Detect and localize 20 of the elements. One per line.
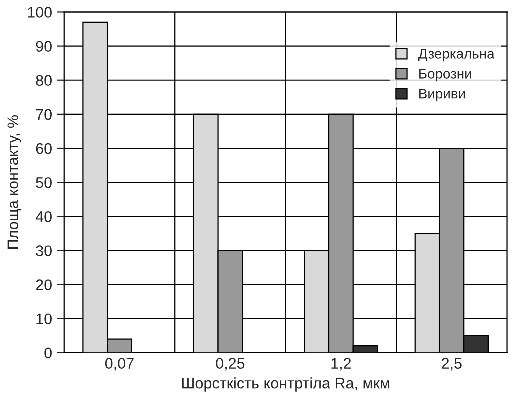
x-tick-label: 0,07 — [105, 358, 134, 371]
x-tick-label: 1,2 — [332, 358, 352, 371]
y-tick-label: 70 — [36, 109, 52, 120]
y-tick-label: 50 — [36, 177, 52, 188]
y-tick-label: 60 — [36, 143, 52, 154]
y-tick-label: 80 — [36, 75, 52, 86]
legend-label: Дзеркальна — [418, 49, 495, 62]
legend-label: Вириви — [420, 89, 466, 102]
legend-label: Борозни — [420, 69, 472, 82]
y-tick-label: 90 — [36, 41, 52, 52]
y-tick-label: 30 — [36, 246, 52, 256]
y-tick-label: 100 — [28, 7, 52, 18]
y-tick-label: 20 — [36, 280, 52, 290]
x-tick-label: 0,25 — [216, 358, 245, 371]
y-tick-label: 40 — [36, 212, 52, 222]
y-tick-label: 10 — [36, 314, 52, 325]
x-axis-title: Шорсткість контртіла Ra, мкм — [182, 378, 390, 392]
x-tick-label: 2,5 — [442, 358, 462, 371]
y-tick-label: 0 — [44, 348, 52, 359]
y-axis-title: Площа контакту, % — [8, 116, 22, 249]
